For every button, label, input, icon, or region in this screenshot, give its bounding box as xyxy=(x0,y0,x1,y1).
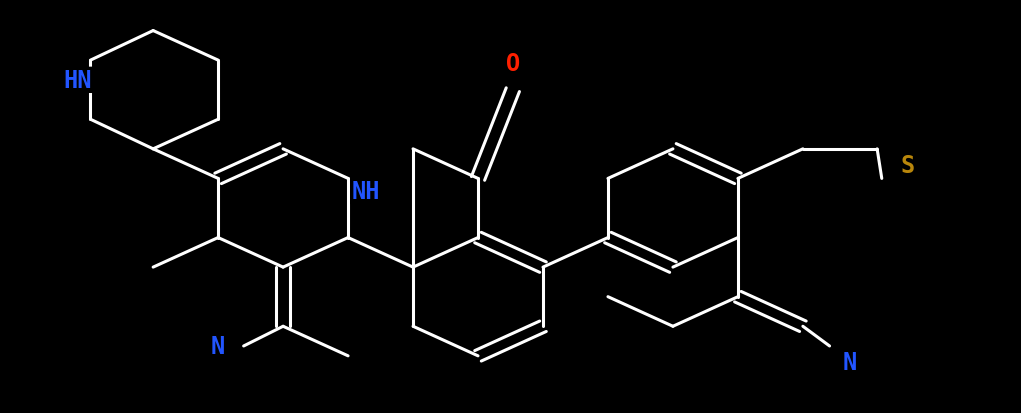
Text: S: S xyxy=(901,153,915,177)
Text: N: N xyxy=(842,350,857,374)
Text: HN: HN xyxy=(63,69,92,93)
Text: O: O xyxy=(505,52,520,76)
Text: N: N xyxy=(211,334,226,358)
Text: NH: NH xyxy=(351,180,380,204)
